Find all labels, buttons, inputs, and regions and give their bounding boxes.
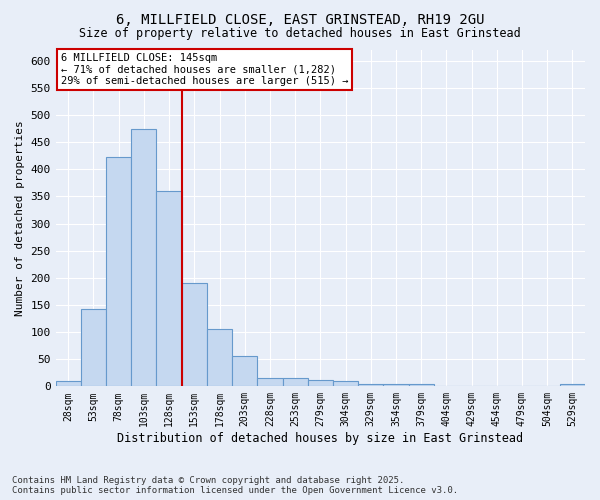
Bar — [560, 384, 585, 386]
Bar — [409, 384, 434, 386]
Bar — [283, 378, 308, 386]
Bar — [81, 309, 106, 386]
Bar — [182, 284, 207, 387]
Text: Size of property relative to detached houses in East Grinstead: Size of property relative to detached ho… — [79, 28, 521, 40]
Bar — [383, 384, 409, 386]
Bar — [257, 378, 283, 386]
Bar — [157, 191, 182, 386]
Text: 6, MILLFIELD CLOSE, EAST GRINSTEAD, RH19 2GU: 6, MILLFIELD CLOSE, EAST GRINSTEAD, RH19… — [116, 12, 484, 26]
Bar — [131, 128, 157, 386]
Bar — [56, 381, 81, 386]
Bar — [358, 384, 383, 386]
Y-axis label: Number of detached properties: Number of detached properties — [15, 120, 25, 316]
Bar — [308, 380, 333, 386]
Bar — [232, 356, 257, 386]
Text: 6 MILLFIELD CLOSE: 145sqm
← 71% of detached houses are smaller (1,282)
29% of se: 6 MILLFIELD CLOSE: 145sqm ← 71% of detac… — [61, 52, 348, 86]
Bar — [207, 330, 232, 386]
Text: Contains HM Land Registry data © Crown copyright and database right 2025.
Contai: Contains HM Land Registry data © Crown c… — [12, 476, 458, 495]
X-axis label: Distribution of detached houses by size in East Grinstead: Distribution of detached houses by size … — [117, 432, 523, 445]
Bar — [106, 158, 131, 386]
Bar — [333, 381, 358, 386]
